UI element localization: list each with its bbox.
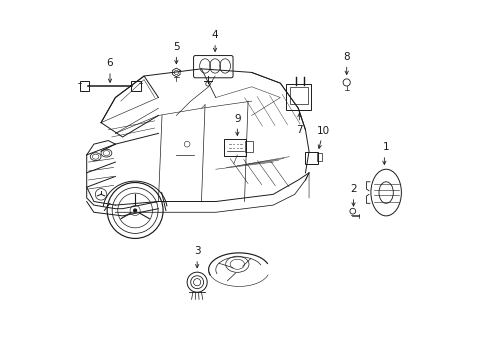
Text: 10: 10 (316, 126, 329, 135)
Text: 7: 7 (295, 126, 302, 135)
Text: 2: 2 (349, 184, 356, 194)
Text: 1: 1 (382, 143, 388, 152)
Text: 4: 4 (211, 30, 218, 40)
Text: 9: 9 (234, 114, 240, 124)
Text: 6: 6 (106, 58, 113, 68)
Circle shape (133, 209, 136, 212)
Text: 5: 5 (173, 42, 179, 52)
Text: 3: 3 (193, 246, 200, 256)
Text: 8: 8 (343, 52, 349, 62)
